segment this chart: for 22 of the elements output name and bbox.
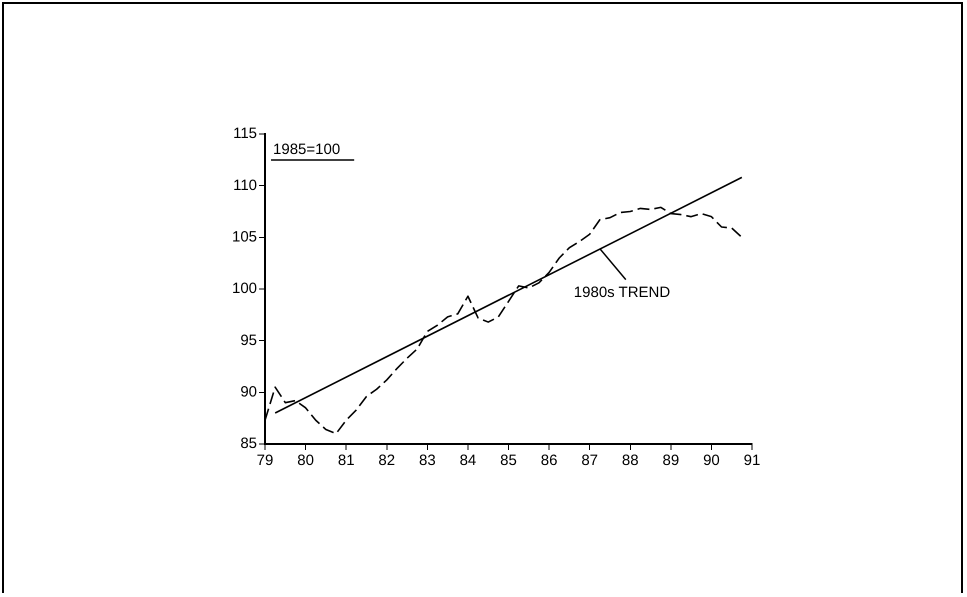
x-tick-label: 87 <box>581 452 598 470</box>
x-tick-label: 85 <box>500 452 517 470</box>
x-tick-label: 89 <box>662 452 680 470</box>
x-tick-label: 80 <box>297 452 314 470</box>
y-tick-label: 95 <box>240 332 258 349</box>
y-tick-label: 90 <box>240 383 258 400</box>
x-tick-label: 86 <box>540 452 558 470</box>
annotation: 1985=100 <box>273 141 340 158</box>
y-tick-label: 115 <box>233 125 258 142</box>
y-tick-label: 85 <box>240 435 258 452</box>
y-tick-label: 110 <box>233 176 258 194</box>
x-tick-label: 83 <box>419 452 436 470</box>
x-tick-label: 79 <box>256 452 274 470</box>
annotation: 1980s TREND <box>574 284 670 302</box>
x-tick-label: 82 <box>378 452 396 470</box>
x-tick-label: 84 <box>460 452 476 470</box>
x-tick-label: 81 <box>338 452 355 470</box>
x-tick-label: 91 <box>744 452 760 470</box>
x-tick-label: 88 <box>622 452 639 470</box>
x-tick-label: 90 <box>703 452 720 470</box>
y-tick-label: 105 <box>232 228 258 246</box>
y-tick-label: 100 <box>232 280 258 298</box>
